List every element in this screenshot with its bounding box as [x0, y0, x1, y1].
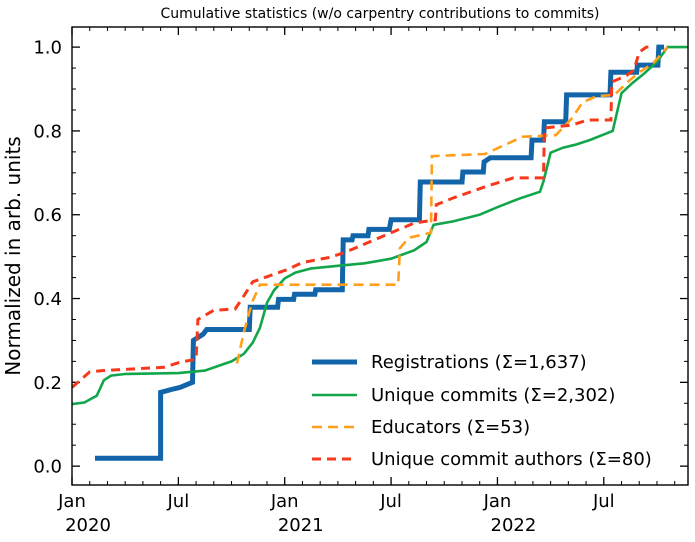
- y-tick-label: 0.4: [33, 289, 62, 310]
- x-tick-label: Jan: [270, 491, 299, 512]
- x-tick-label: Jul: [379, 491, 402, 512]
- legend-item-unique-commits: Unique commits (Σ=2,302): [312, 385, 615, 406]
- x-tick-label: Jan: [483, 491, 512, 512]
- axes-ticks: Jan 2020 Jul Jan 2021 Jul Jan 2022 Jul 0.0 0.2 0.4 0…: [33, 27, 688, 536]
- legend-item-registrations: Registrations (Σ=1,637): [312, 352, 587, 373]
- legend-label-unique-commit-authors: Unique commit authors (Σ=80): [371, 449, 652, 470]
- y-tick-label: 0.0: [33, 457, 62, 478]
- x-tick-year-label: 2020: [65, 515, 111, 536]
- y-tick-label: 0.8: [33, 121, 62, 142]
- series-line-educators: [235, 46, 669, 364]
- legend-item-educators: Educators (Σ=53): [312, 417, 530, 438]
- series-line-unique-commits: [71, 45, 688, 406]
- legend-label-unique-commits: Unique commits (Σ=2,302): [371, 385, 615, 406]
- y-tick-label: 0.2: [33, 373, 62, 394]
- series-group: [71, 44, 688, 461]
- legend-item-unique-commit-authors: Unique commit authors (Σ=80): [312, 449, 652, 470]
- legend-label-registrations: Registrations (Σ=1,637): [371, 352, 587, 373]
- x-tick-label: Jan: [57, 491, 86, 512]
- x-tick-year-label: 2022: [491, 515, 537, 536]
- x-tick-label: Jul: [167, 491, 190, 512]
- legend: Registrations (Σ=1,637) Unique commits (…: [312, 352, 652, 470]
- plot-border: [71, 26, 689, 486]
- x-tick-year-label: 2021: [278, 515, 324, 536]
- legend-label-educators: Educators (Σ=53): [371, 417, 530, 438]
- series-line-unique-commit-authors: [71, 45, 652, 389]
- chart-title: Cumulative statistics (w/o carpentry con…: [160, 6, 599, 22]
- x-tick-label: Jul: [592, 491, 615, 512]
- y-tick-label: 0.6: [33, 205, 62, 226]
- y-axis-label: Normalized in arb. units: [1, 136, 25, 375]
- y-tick-label: 1.0: [33, 38, 62, 59]
